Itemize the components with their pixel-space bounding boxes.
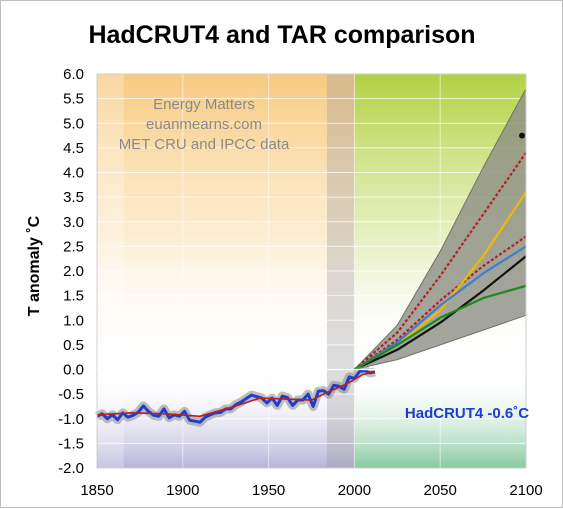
y-tick-label: 4.0 xyxy=(63,165,84,182)
observed-line xyxy=(96,368,376,424)
x-tick-label: 2100 xyxy=(509,482,542,499)
y-tick-label: 2.0 xyxy=(63,263,84,280)
x-tick-label: 1950 xyxy=(252,482,285,499)
y-tick-label: 3.0 xyxy=(63,214,84,231)
annotation-line-1: Energy Matters xyxy=(153,96,255,113)
annotation-line-3: MET CRU and IPCC data xyxy=(119,136,290,153)
plot-border xyxy=(96,73,527,469)
y-tick-label: 5.5 xyxy=(63,91,84,108)
x-tick-label: 1850 xyxy=(80,482,113,499)
y-tick-label: 1.0 xyxy=(63,312,84,329)
observed-series xyxy=(95,365,376,427)
y-tick-labels: 6.0 5.5 5.0 4.5 4.0 3.5 3.0 2.5 2.0 1.5 1.0 0.5 0.0 -… xyxy=(58,66,84,477)
y-tick-label: 0.5 xyxy=(63,337,84,354)
x-tick-label: 2000 xyxy=(338,482,371,499)
x-tick-labels: 1850 1900 1950 2000 2050 2100 xyxy=(80,482,542,499)
y-tick-label: -1.0 xyxy=(58,411,84,428)
chart-title: HadCRUT4 and TAR comparison xyxy=(88,21,475,49)
y-tick-label: -2.0 xyxy=(58,460,84,477)
projection-lines xyxy=(353,132,527,371)
projection-line-0 xyxy=(353,152,527,371)
y-tick-label: 5.0 xyxy=(63,115,84,132)
y-tick-label: 2.5 xyxy=(63,238,84,255)
y-tick-label: 4.5 xyxy=(63,140,84,157)
projection-endpoint-6 xyxy=(519,132,525,139)
y-tick-label: 0.0 xyxy=(63,362,84,379)
y-tick-label: 3.5 xyxy=(63,189,84,206)
x-tick-label: 1900 xyxy=(166,482,199,499)
projection-line-5 xyxy=(353,284,527,371)
trend-line xyxy=(96,371,376,418)
y-tick-label: 6.0 xyxy=(63,66,84,83)
y-axis-label: T anomaly ˚C xyxy=(26,215,43,316)
annotation-line-2: euanmearns.com xyxy=(146,116,262,133)
projection-line-3 xyxy=(353,245,527,371)
projection-line-1 xyxy=(353,235,527,371)
y-tick-label: -1.5 xyxy=(58,435,84,452)
series-label-hadcrut4: HadCRUT4 -0.6˚C xyxy=(405,405,529,422)
x-tick-label: 2050 xyxy=(424,482,457,499)
axes xyxy=(96,73,527,469)
y-tick-label: 1.5 xyxy=(63,288,84,305)
projection-line-4 xyxy=(353,255,527,371)
y-tick-label: -0.5 xyxy=(58,386,84,403)
